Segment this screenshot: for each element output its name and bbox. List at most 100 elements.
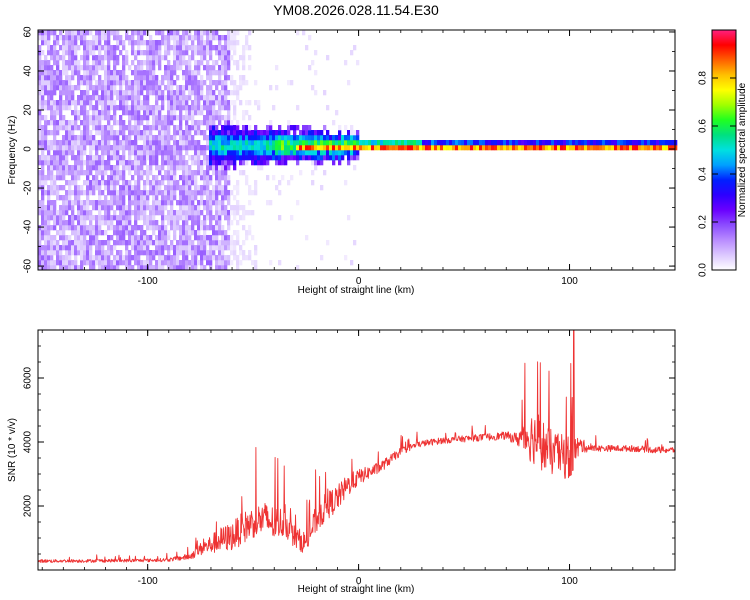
heatmap-cell <box>197 225 201 231</box>
heatmap-cell <box>86 210 90 216</box>
heatmap-cell <box>200 80 204 86</box>
heatmap-cell <box>47 245 51 251</box>
heatmap-cell <box>134 55 138 61</box>
heatmap-cell <box>98 190 102 196</box>
heatmap-cell <box>140 75 144 81</box>
heatmap-cell <box>137 135 141 141</box>
heatmap-cell <box>194 195 198 201</box>
heatmap-cell <box>167 185 171 191</box>
heatmap-cell <box>167 80 171 86</box>
heatmap-cell <box>92 190 96 196</box>
heatmap-cell <box>113 65 117 71</box>
heatmap-cell <box>92 240 96 246</box>
heatmap-cell <box>44 105 48 111</box>
heatmap-cell <box>140 170 144 176</box>
heatmap-cell <box>77 235 81 241</box>
heatmap-cell <box>44 250 48 256</box>
heatmap-cell <box>401 145 405 151</box>
heatmap-cell <box>431 145 435 151</box>
heatmap-cell <box>101 55 105 61</box>
heatmap-cell <box>86 260 90 266</box>
heatmap-cell <box>92 255 96 261</box>
heatmap-cell <box>47 100 51 106</box>
heatmap-cell <box>134 215 138 221</box>
heatmap-cell <box>284 150 288 156</box>
heatmap-cell <box>128 165 132 171</box>
heatmap-cell <box>77 115 81 121</box>
heatmap-cell <box>296 265 300 271</box>
heatmap-cell <box>200 75 204 81</box>
heatmap-cell <box>272 145 276 151</box>
heatmap-cell <box>137 40 141 46</box>
heatmap-cell <box>77 70 81 76</box>
heatmap-cell <box>107 35 111 41</box>
heatmap-cell <box>164 65 168 71</box>
heatmap-cell <box>179 95 183 101</box>
heatmap-cell <box>212 230 216 236</box>
heatmap-cell <box>137 165 141 171</box>
heatmap-cell <box>611 145 615 151</box>
heatmap-cell <box>38 225 42 231</box>
heatmap-cell <box>155 180 159 186</box>
heatmap-cell <box>71 65 75 71</box>
heatmap-cell <box>224 125 228 131</box>
heatmap-cell <box>221 85 225 91</box>
heatmap-cell <box>197 65 201 71</box>
heatmap-cell <box>224 130 228 136</box>
heatmap-cell <box>314 130 318 136</box>
heatmap-cell <box>197 140 201 146</box>
heatmap-cell <box>188 70 192 76</box>
heatmap-cell <box>62 210 66 216</box>
heatmap-cell <box>134 80 138 86</box>
heatmap-cell <box>107 155 111 161</box>
heatmap-cell <box>167 215 171 221</box>
heatmap-cell <box>203 185 207 191</box>
heatmap-cell <box>77 215 81 221</box>
heatmap-cell <box>146 215 150 221</box>
heatmap-cell <box>149 140 153 146</box>
heatmap-cell <box>323 170 327 176</box>
heatmap-cell <box>146 240 150 246</box>
heatmap-cell <box>227 245 231 251</box>
heatmap-cell <box>179 200 183 206</box>
heatmap-cell <box>218 200 222 206</box>
heatmap-cell <box>143 265 147 271</box>
heatmap-cell <box>146 195 150 201</box>
heatmap-cell <box>215 30 219 36</box>
heatmap-cell <box>155 60 159 66</box>
heatmap-cell <box>185 95 189 101</box>
heatmap-cell <box>569 145 573 151</box>
heatmap-cell <box>38 130 42 136</box>
heatmap-cell <box>194 35 198 41</box>
heatmap-cell <box>38 115 42 121</box>
heatmap-cell <box>74 190 78 196</box>
heatmap-cell <box>377 140 381 146</box>
heatmap-cell <box>38 85 42 91</box>
heatmap-cell <box>212 30 216 36</box>
heatmap-cell <box>248 200 252 206</box>
heatmap-cell <box>233 100 237 106</box>
x-tick-label: -100 <box>138 276 158 287</box>
heatmap-cell <box>143 60 147 66</box>
heatmap-cell <box>182 190 186 196</box>
heatmap-cell <box>146 180 150 186</box>
heatmap-cell <box>230 250 234 256</box>
heatmap-cell <box>110 165 114 171</box>
heatmap-cell <box>95 40 99 46</box>
heatmap-cell <box>56 245 60 251</box>
heatmap-cell <box>200 165 204 171</box>
heatmap-cell <box>248 210 252 216</box>
heatmap-cell <box>140 265 144 271</box>
heatmap-cell <box>125 80 129 86</box>
heatmap-cell <box>179 210 183 216</box>
heatmap-cell <box>134 70 138 76</box>
heatmap-cell <box>71 150 75 156</box>
heatmap-cell <box>209 195 213 201</box>
heatmap-cell <box>104 40 108 46</box>
heatmap-cell <box>38 80 42 86</box>
heatmap-cell <box>227 155 231 161</box>
heatmap-cell <box>155 140 159 146</box>
heatmap-cell <box>185 190 189 196</box>
heatmap-cell <box>293 125 297 131</box>
heatmap-cell <box>191 55 195 61</box>
